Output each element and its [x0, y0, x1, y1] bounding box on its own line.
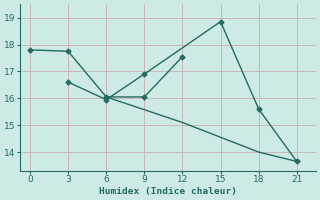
X-axis label: Humidex (Indice chaleur): Humidex (Indice chaleur): [99, 187, 237, 196]
